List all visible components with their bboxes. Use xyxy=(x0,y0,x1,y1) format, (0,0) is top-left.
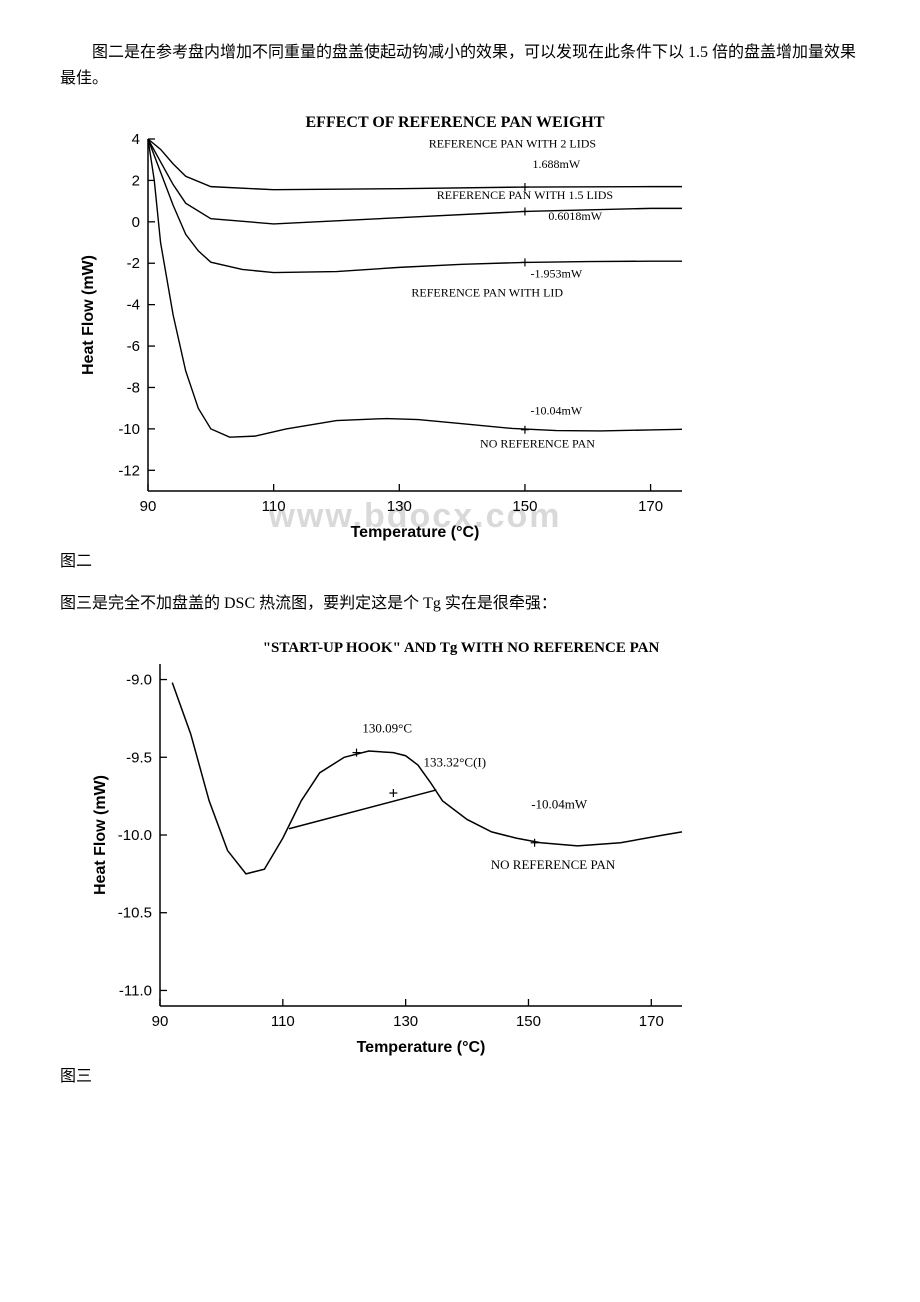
svg-text:170: 170 xyxy=(639,1013,664,1030)
svg-text:0: 0 xyxy=(132,214,140,231)
svg-text:-10: -10 xyxy=(118,421,140,438)
svg-text:NO REFERENCE PAN: NO REFERENCE PAN xyxy=(491,858,616,873)
svg-text:133.32°C(I): 133.32°C(I) xyxy=(423,755,486,770)
svg-text:-1.953mW: -1.953mW xyxy=(531,267,583,281)
svg-text:-2: -2 xyxy=(127,255,140,272)
svg-text:4: 4 xyxy=(132,131,140,148)
svg-text:2: 2 xyxy=(132,173,140,190)
svg-text:REFERENCE PAN WITH 1.5 LID: REFERENCE PAN WITH 1.5 LIDS xyxy=(437,188,613,202)
svg-text:150: 150 xyxy=(516,1013,541,1030)
svg-text:-10.04mW: -10.04mW xyxy=(531,797,588,812)
svg-text:NO REFERENCE PAN: NO REFERENCE PAN xyxy=(480,437,595,451)
svg-text:Temperature (°C): Temperature (°C) xyxy=(357,1039,486,1056)
svg-text:110: 110 xyxy=(262,498,286,515)
paragraph-2: 图三是完全不加盘盖的 DSC 热流图，要判定这是个 Tg 实在是很牵强： xyxy=(60,591,860,617)
svg-text:"START-UP HOOK" AND Tg WITH NO: "START-UP HOOK" AND Tg WITH NO REFERENCE… xyxy=(263,640,660,656)
svg-text:170: 170 xyxy=(638,498,663,515)
svg-text:Heat Flow (mW): Heat Flow (mW) xyxy=(92,775,109,895)
svg-text:REFERENCE PAN WITH LID: REFERENCE PAN WITH LID xyxy=(411,286,563,300)
svg-text:-9.5: -9.5 xyxy=(126,750,152,767)
chart-effect-of-reference-pan-weight: EFFECT OF REFERENCE PAN WEIGHTwww.bdocx.… xyxy=(60,103,860,543)
svg-text:130: 130 xyxy=(393,1013,418,1030)
chart1-svg: EFFECT OF REFERENCE PAN WEIGHTwww.bdocx.… xyxy=(60,103,700,543)
svg-text:Temperature (°C): Temperature (°C) xyxy=(351,524,480,541)
caption-figure-2: 图二 xyxy=(60,549,860,575)
svg-text:130.09°C: 130.09°C xyxy=(362,721,412,736)
svg-text:EFFECT OF REFERENCE PAN WEIGHT: EFFECT OF REFERENCE PAN WEIGHT xyxy=(306,114,605,131)
svg-text:130: 130 xyxy=(387,498,412,515)
paragraph-1: 图二是在参考盘内增加不同重量的盘盖使起动钩减小的效果，可以发现在此条件下以 1.… xyxy=(60,40,860,91)
chart-startup-hook-tg: "START-UP HOOK" AND Tg WITH NO REFERENCE… xyxy=(60,628,860,1058)
svg-text:1.688mW: 1.688mW xyxy=(533,157,581,171)
svg-text:-12: -12 xyxy=(118,462,140,479)
svg-text:Heat Flow (mW): Heat Flow (mW) xyxy=(80,255,97,375)
svg-text:-9.0: -9.0 xyxy=(126,672,152,689)
svg-text:-6: -6 xyxy=(127,338,140,355)
chart2-svg: "START-UP HOOK" AND Tg WITH NO REFERENCE… xyxy=(60,628,700,1058)
svg-text:0.6018mW: 0.6018mW xyxy=(548,209,602,223)
svg-text:-8: -8 xyxy=(127,380,140,397)
svg-text:-11.0: -11.0 xyxy=(119,983,152,1000)
svg-text:110: 110 xyxy=(271,1013,295,1030)
svg-text:-10.0: -10.0 xyxy=(118,827,152,844)
svg-text:150: 150 xyxy=(512,498,537,515)
svg-text:REFERENCE PAN WITH 2 LIDS: REFERENCE PAN WITH 2 LIDS xyxy=(429,136,596,150)
caption-figure-3: 图三 xyxy=(60,1064,860,1090)
svg-text:-10.04mW: -10.04mW xyxy=(531,404,583,418)
svg-text:90: 90 xyxy=(140,498,157,515)
svg-text:-10.5: -10.5 xyxy=(118,905,152,922)
svg-text:90: 90 xyxy=(152,1013,169,1030)
svg-text:-4: -4 xyxy=(127,297,140,314)
